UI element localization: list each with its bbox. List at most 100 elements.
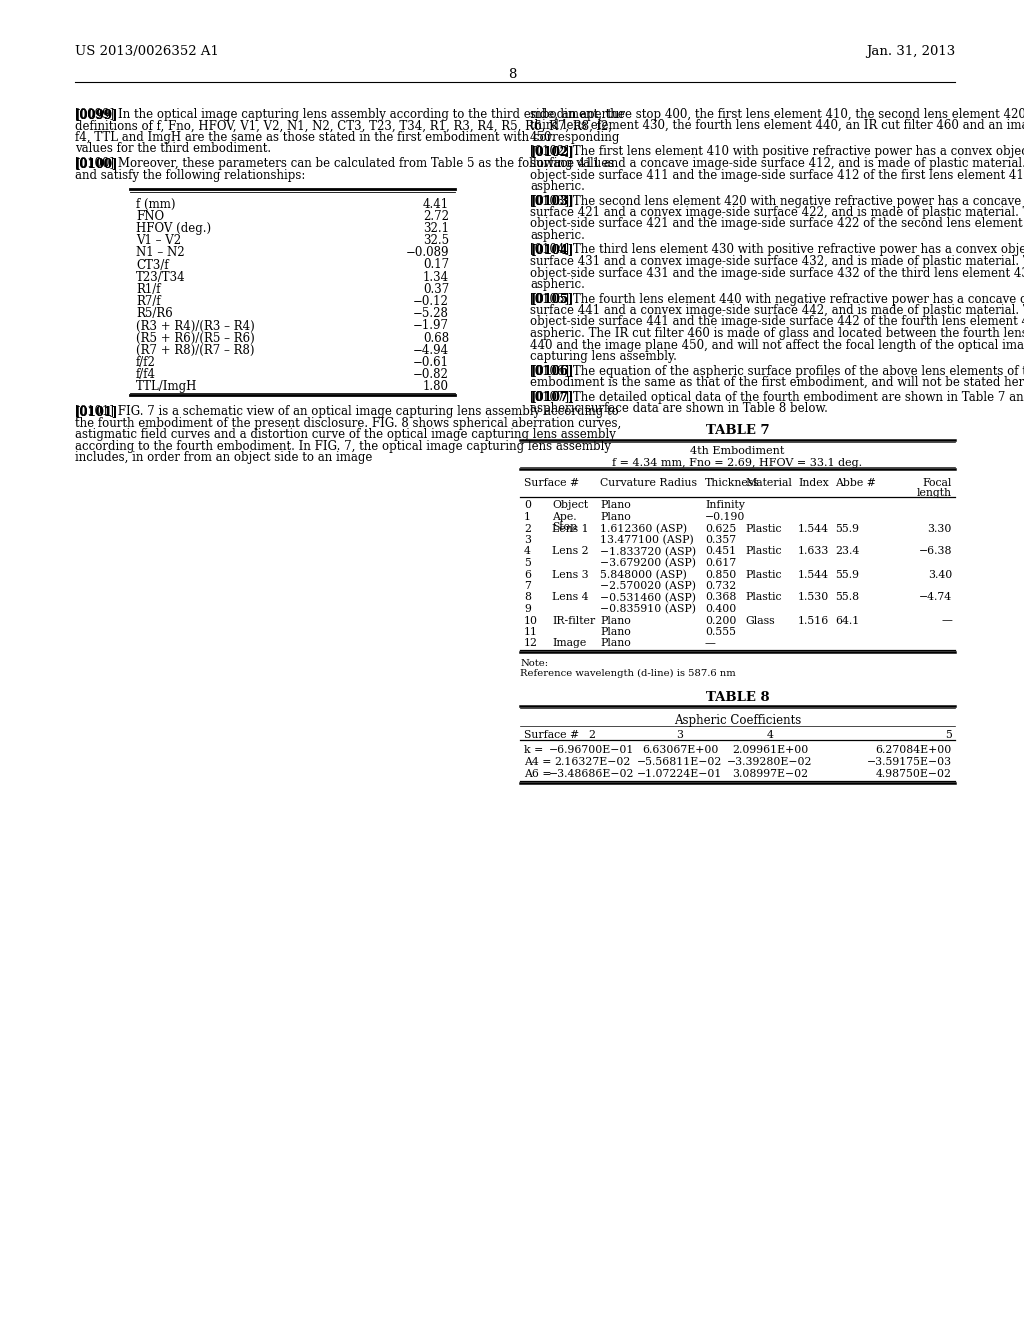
Text: includes, in order from an object side to an image: includes, in order from an object side t… — [75, 451, 373, 465]
Text: Abbe #: Abbe # — [835, 479, 876, 488]
Text: 4: 4 — [767, 730, 773, 741]
Text: −5.56811E−02: −5.56811E−02 — [637, 756, 723, 767]
Text: 1.544: 1.544 — [798, 524, 829, 533]
Text: [0104]: [0104] — [530, 243, 573, 256]
Text: 450.: 450. — [530, 131, 556, 144]
Text: aspheric.: aspheric. — [530, 279, 585, 290]
Text: [0100]: [0100] — [75, 157, 119, 170]
Text: 7: 7 — [524, 581, 530, 591]
Text: Plano: Plano — [600, 627, 631, 638]
Text: object-side surface 421 and the image-side surface 422 of the second lens elemen: object-side surface 421 and the image-si… — [530, 218, 1024, 231]
Text: object-side surface 411 and the image-side surface 412 of the first lens element: object-side surface 411 and the image-si… — [530, 169, 1024, 181]
Text: N1 – N2: N1 – N2 — [136, 247, 184, 259]
Text: [0106] The equation of the aspheric surface profiles of the above lens elements : [0106] The equation of the aspheric surf… — [530, 364, 1024, 378]
Text: 2.16327E−02: 2.16327E−02 — [554, 756, 630, 767]
Text: third lens element 430, the fourth lens element 440, an IR cut filter 460 and an: third lens element 430, the fourth lens … — [530, 120, 1024, 132]
Text: object-side surface 441 and the image-side surface 442 of the fourth lens elemen: object-side surface 441 and the image-si… — [530, 315, 1024, 329]
Text: aspheric.: aspheric. — [530, 180, 585, 193]
Text: length: length — [918, 488, 952, 499]
Text: 2: 2 — [589, 730, 596, 741]
Text: 1.633: 1.633 — [798, 546, 829, 557]
Text: US 2013/0026352 A1: US 2013/0026352 A1 — [75, 45, 219, 58]
Text: 10: 10 — [524, 615, 538, 626]
Text: [0107]: [0107] — [530, 391, 573, 404]
Text: −3.39280E−02: −3.39280E−02 — [727, 756, 813, 767]
Text: −0.089: −0.089 — [406, 247, 449, 259]
Text: [0100]: [0100] — [75, 157, 119, 170]
Text: [0101]: [0101] — [75, 405, 119, 418]
Text: Note:: Note: — [520, 659, 548, 668]
Text: surface 441 and a convex image-side surface 442, and is made of plastic material: surface 441 and a convex image-side surf… — [530, 304, 1024, 317]
Text: Surface #: Surface # — [524, 730, 580, 741]
Text: aspheric surface data are shown in Table 8 below.: aspheric surface data are shown in Table… — [530, 403, 827, 414]
Text: f/f2: f/f2 — [136, 356, 156, 370]
Text: Plano: Plano — [600, 615, 631, 626]
Text: 13.477100 (ASP): 13.477100 (ASP) — [600, 535, 693, 545]
Text: [0107] The detailed optical data of the fourth embodiment are shown in Table 7 a: [0107] The detailed optical data of the … — [530, 391, 1024, 404]
Text: FNO: FNO — [136, 210, 164, 223]
Text: 4: 4 — [524, 546, 530, 557]
Text: Thickness: Thickness — [705, 479, 760, 488]
Text: f4, TTL and ImgH are the same as those stated in the first embodiment with corre: f4, TTL and ImgH are the same as those s… — [75, 131, 620, 144]
Text: −3.48686E−02: −3.48686E−02 — [549, 770, 635, 779]
Text: 0.400: 0.400 — [705, 605, 736, 614]
Text: [0107]: [0107] — [530, 391, 573, 404]
Text: Index: Index — [798, 479, 828, 488]
Text: TABLE 8: TABLE 8 — [706, 690, 769, 704]
Text: 1.34: 1.34 — [423, 271, 449, 284]
Text: Plastic: Plastic — [745, 593, 781, 602]
Text: (R3 + R4)/(R3 – R4): (R3 + R4)/(R3 – R4) — [136, 319, 255, 333]
Text: [0099]: [0099] — [75, 108, 119, 121]
Text: Object: Object — [552, 500, 588, 511]
Text: 8: 8 — [508, 69, 516, 81]
Text: [0106]: [0106] — [530, 364, 573, 378]
Text: −1.07224E−01: −1.07224E−01 — [637, 770, 723, 779]
Text: 0.850: 0.850 — [705, 569, 736, 579]
Text: −0.835910 (ASP): −0.835910 (ASP) — [600, 605, 696, 614]
Text: [0102] The first lens element 410 with positive refractive power has a convex ob: [0102] The first lens element 410 with p… — [530, 145, 1024, 158]
Text: 0.617: 0.617 — [705, 558, 736, 568]
Text: aspheric.: aspheric. — [530, 228, 585, 242]
Text: [0102]: [0102] — [530, 145, 573, 158]
Text: f (mm): f (mm) — [136, 198, 175, 210]
Text: −3.679200 (ASP): −3.679200 (ASP) — [600, 558, 696, 569]
Text: −0.82: −0.82 — [413, 368, 449, 381]
Text: [0101]: [0101] — [75, 405, 119, 418]
Text: [0104]: [0104] — [530, 243, 573, 256]
Text: IR-filter: IR-filter — [552, 615, 595, 626]
Text: 32.5: 32.5 — [423, 234, 449, 247]
Text: 8: 8 — [524, 593, 531, 602]
Text: 55.8: 55.8 — [835, 593, 859, 602]
Text: 1.612360 (ASP): 1.612360 (ASP) — [600, 524, 687, 533]
Text: Stop: Stop — [552, 521, 578, 532]
Text: 6.27084E+00: 6.27084E+00 — [876, 744, 952, 755]
Text: surface 431 and a convex image-side surface 432, and is made of plastic material: surface 431 and a convex image-side surf… — [530, 255, 1024, 268]
Text: −0.190: −0.190 — [705, 512, 745, 521]
Text: R5/R6: R5/R6 — [136, 308, 173, 321]
Text: A6 =: A6 = — [524, 770, 552, 779]
Text: values for the third embodiment.: values for the third embodiment. — [75, 143, 271, 156]
Text: Plano: Plano — [600, 639, 631, 648]
Text: [0099] In the optical image capturing lens assembly according to the third embod: [0099] In the optical image capturing le… — [75, 108, 625, 121]
Text: −6.96700E−01: −6.96700E−01 — [549, 744, 635, 755]
Text: 6.63067E+00: 6.63067E+00 — [642, 744, 718, 755]
Text: −1.97: −1.97 — [413, 319, 449, 333]
Text: 0.357: 0.357 — [705, 535, 736, 545]
Text: Ape.: Ape. — [552, 512, 577, 521]
Text: R1/f: R1/f — [136, 282, 161, 296]
Text: Glass: Glass — [745, 615, 774, 626]
Text: 3.08997E−02: 3.08997E−02 — [732, 770, 808, 779]
Text: [0105] The fourth lens element 440 with negative refractive power has a concave : [0105] The fourth lens element 440 with … — [530, 293, 1024, 305]
Text: 1.530: 1.530 — [798, 593, 829, 602]
Text: 0: 0 — [524, 500, 531, 511]
Text: Plano: Plano — [600, 512, 631, 521]
Text: [0105]: [0105] — [530, 293, 573, 305]
Text: Jan. 31, 2013: Jan. 31, 2013 — [865, 45, 955, 58]
Text: 5.848000 (ASP): 5.848000 (ASP) — [600, 569, 687, 579]
Text: [0106]: [0106] — [530, 364, 573, 378]
Text: 0.732: 0.732 — [705, 581, 736, 591]
Text: −6.38: −6.38 — [919, 546, 952, 557]
Text: k =: k = — [524, 744, 544, 755]
Text: Plastic: Plastic — [745, 546, 781, 557]
Text: —: — — [941, 615, 952, 626]
